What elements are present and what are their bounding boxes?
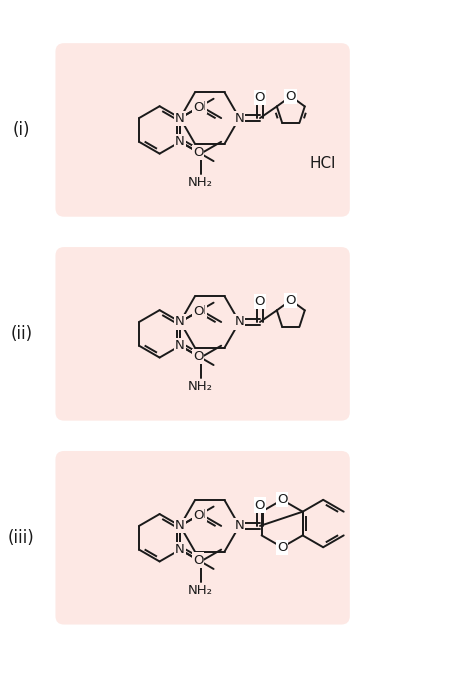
Text: NH₂: NH₂ xyxy=(188,176,213,189)
Text: O: O xyxy=(193,350,203,363)
Text: (ii): (ii) xyxy=(10,325,32,343)
Text: O: O xyxy=(255,91,265,103)
Text: N: N xyxy=(235,112,244,124)
Text: O: O xyxy=(255,498,265,512)
Text: N: N xyxy=(196,100,206,113)
Text: N: N xyxy=(175,136,185,148)
Text: O: O xyxy=(193,101,203,114)
Text: N: N xyxy=(196,303,206,317)
Text: N: N xyxy=(196,507,206,521)
Text: (iii): (iii) xyxy=(8,528,35,547)
Text: N: N xyxy=(175,519,185,533)
Text: O: O xyxy=(277,541,287,554)
Text: N: N xyxy=(175,339,185,352)
Text: N: N xyxy=(175,112,185,124)
Text: NH₂: NH₂ xyxy=(188,584,213,597)
Text: O: O xyxy=(193,305,203,318)
FancyBboxPatch shape xyxy=(55,43,350,217)
Text: O: O xyxy=(255,295,265,308)
Text: O: O xyxy=(193,509,203,522)
Text: N: N xyxy=(235,519,244,533)
Text: N: N xyxy=(235,315,244,329)
Text: O: O xyxy=(285,294,296,307)
Text: O: O xyxy=(277,493,287,506)
FancyBboxPatch shape xyxy=(55,451,350,624)
Text: HCl: HCl xyxy=(309,156,336,171)
Text: NH₂: NH₂ xyxy=(188,380,213,393)
Text: O: O xyxy=(285,89,296,103)
Text: O: O xyxy=(193,554,203,567)
Text: O: O xyxy=(193,145,203,159)
Text: N: N xyxy=(175,543,185,556)
Text: (i): (i) xyxy=(13,121,30,139)
FancyBboxPatch shape xyxy=(55,247,350,421)
Text: N: N xyxy=(175,315,185,329)
